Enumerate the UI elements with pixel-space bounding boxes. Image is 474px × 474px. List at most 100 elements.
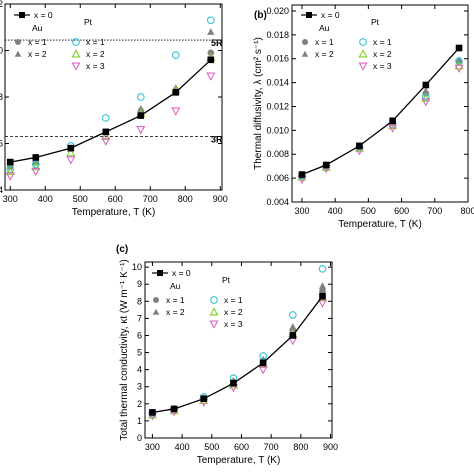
- x-tick-label: 300: [294, 206, 309, 216]
- data-point: [137, 104, 145, 112]
- data-point: [5, 172, 15, 181]
- legend-label: x = 1: [315, 37, 334, 47]
- y-axis-title: Total thermal conductivity, κt (W m⁻¹ K⁻…: [119, 259, 130, 441]
- legend-label: x = 3: [373, 61, 392, 71]
- data-point: [288, 311, 297, 319]
- y-tick-label: 8: [0, 92, 3, 102]
- data-point: [149, 409, 156, 416]
- data-point: [206, 72, 216, 81]
- y-tick-label: 2: [137, 399, 142, 409]
- data-point: [66, 156, 76, 165]
- x-tick-label: 800: [460, 206, 474, 216]
- legend-label: x = 3: [86, 61, 105, 71]
- x-tick-label: 600: [394, 206, 409, 216]
- legend-label: x = 2: [315, 49, 334, 59]
- data-point: [322, 161, 330, 169]
- legend: x = 0 Au Pt x = 1 x = 2 x = 1 x = 2 x = 3: [152, 268, 243, 329]
- y-tick-label: 1: [137, 416, 142, 426]
- series-0: [298, 44, 463, 178]
- x-tick-label: 600: [108, 194, 123, 204]
- y-tick-label: 6: [0, 139, 3, 149]
- y-tick-label: 6: [137, 330, 142, 340]
- x-tick-label: 700: [427, 206, 442, 216]
- legend-marker: [306, 12, 312, 18]
- legend-group-label: Pt: [371, 17, 380, 27]
- legend-label: x = 3: [224, 319, 243, 329]
- y-tick-label: 0.010: [266, 125, 289, 135]
- x-tick-label: 600: [234, 442, 249, 452]
- legend-marker: [19, 12, 25, 18]
- series-line: [301, 47, 460, 176]
- legend-marker: [71, 49, 81, 58]
- legend-label: x = 1: [373, 37, 392, 47]
- data-point: [200, 395, 208, 402]
- data-point: [136, 93, 145, 101]
- data-point: [356, 142, 363, 150]
- legend-marker: [209, 320, 219, 329]
- legend-marker: [358, 62, 368, 71]
- data-point: [101, 114, 110, 122]
- data-point: [319, 292, 326, 300]
- x-tick-label: 400: [328, 206, 343, 216]
- y-tick-label: 0.012: [266, 101, 289, 111]
- data-point: [31, 167, 41, 177]
- y-tick-label: 10: [132, 262, 142, 272]
- legend-group-label: Au: [170, 281, 181, 291]
- data-point: [230, 380, 237, 387]
- legend-marker: [210, 296, 218, 304]
- legend-marker: [302, 39, 308, 45]
- data-point: [422, 81, 430, 89]
- data-point: [171, 107, 181, 116]
- plot-frame: [144, 261, 333, 439]
- legend-marker: [152, 308, 160, 315]
- data-point: [172, 89, 180, 96]
- legend-group-label: Au: [319, 23, 330, 33]
- legend-marker: [71, 62, 81, 71]
- legend-label: x = 1: [28, 37, 47, 47]
- x-axis-title: Temperature, T (K): [338, 219, 422, 230]
- legend-label: x = 2: [28, 49, 47, 59]
- y-tick-label: 7: [137, 313, 142, 323]
- y-axis-title: Thermal diffusivity, λ (cm² s⁻¹): [253, 37, 264, 170]
- chart-panel-a: 300 400 500 600 700 800 900 4 6 8 10 12 Temperature,…: [0, 0, 228, 218]
- y-tick-label: 5: [137, 348, 142, 358]
- legend: x = 0 Au Pt x = 1 x = 2 x = 1 x = 2 x = 3: [301, 10, 392, 71]
- legend-label: x = 0: [172, 268, 191, 278]
- panel-label: (c): [116, 244, 128, 255]
- data-point: [32, 154, 40, 161]
- legend-marker: [153, 297, 159, 303]
- series-5: [147, 299, 328, 421]
- chart-panel-c: 300 400 500 600 700 800 900 0 1 2 3 4 5 6 7 8 9 10 Tempera…: [116, 244, 338, 466]
- series-3: [298, 57, 463, 180]
- data-point: [289, 332, 297, 339]
- data-point: [207, 28, 215, 35]
- x-axis-title: Temperature, T (K): [72, 207, 156, 218]
- x-tick-label: 400: [175, 442, 190, 452]
- x-tick-label: 900: [213, 194, 228, 204]
- legend-marker: [72, 38, 80, 46]
- legend-group-label: Au: [32, 23, 43, 33]
- y-tick-label: 0.004: [266, 197, 289, 207]
- series-0: [149, 292, 326, 416]
- series-2: [298, 56, 463, 178]
- data-point: [389, 117, 396, 125]
- legend-label: x = 2: [86, 49, 105, 59]
- x-tick-label: 300: [145, 442, 160, 452]
- data-point: [137, 112, 145, 119]
- y-tick-label: 0.018: [266, 30, 289, 40]
- series-line: [10, 59, 212, 163]
- x-axis-title: Temperature, T (K): [197, 455, 281, 466]
- x-tick-label: 400: [38, 194, 53, 204]
- series-1: [298, 59, 463, 180]
- data-point: [207, 56, 215, 64]
- y-tick-label: 0: [137, 433, 142, 443]
- data-point: [421, 98, 431, 107]
- data-point: [102, 128, 110, 136]
- legend-label: x = 0: [321, 10, 340, 20]
- y-tick-label: 0.006: [266, 173, 289, 183]
- data-point: [422, 87, 430, 94]
- y-tick-label: 8: [137, 296, 142, 306]
- data-point: [421, 93, 431, 102]
- legend-label: x = 2: [373, 49, 392, 59]
